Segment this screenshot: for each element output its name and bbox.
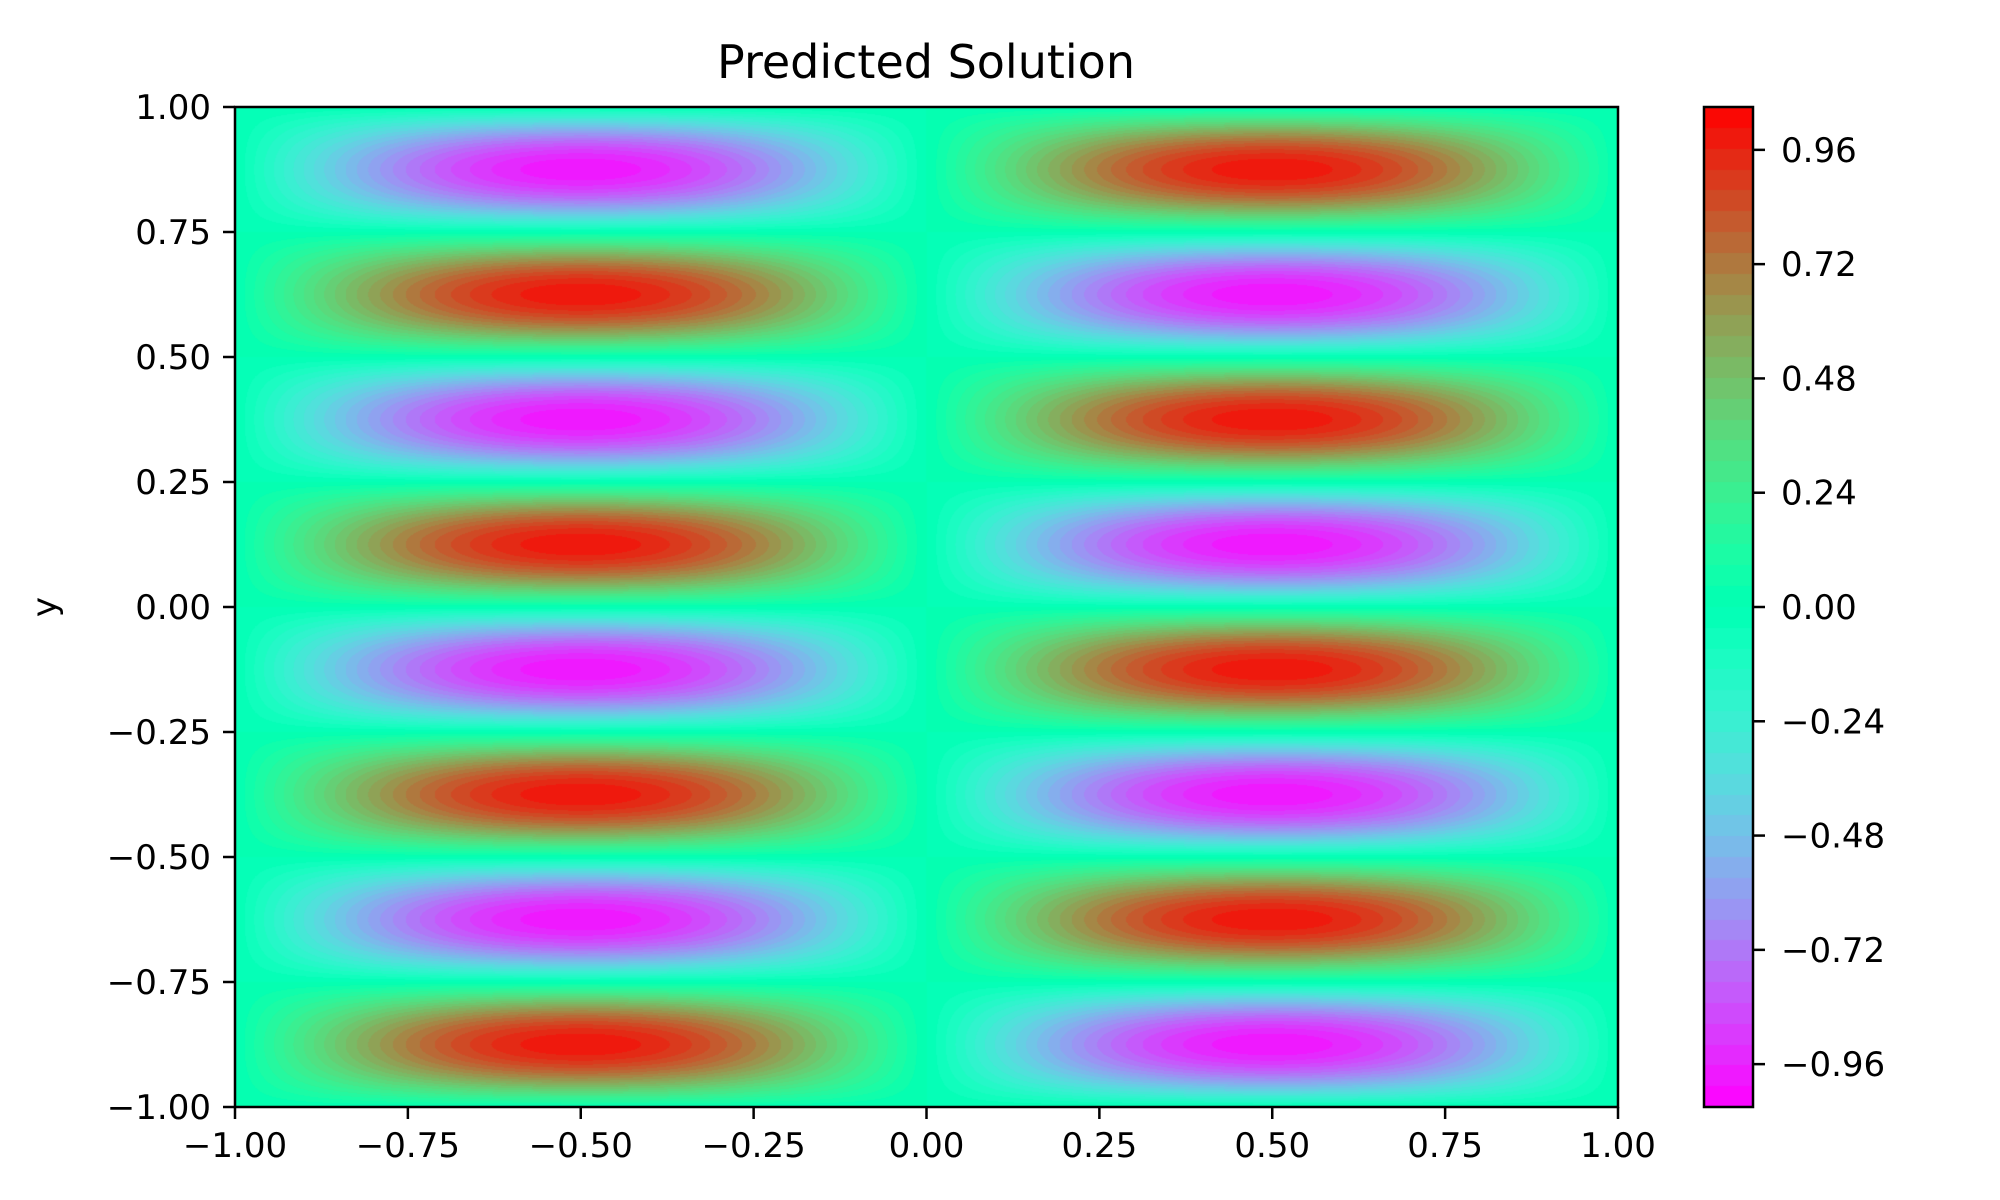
colorbar-tick-label: −0.48 [1781, 817, 1885, 857]
y-tick-label: −0.50 [107, 838, 211, 878]
x-tick-label: 0.00 [889, 1126, 965, 1166]
colorbar-tick-label: −0.24 [1781, 702, 1885, 742]
x-tick-label: 1.00 [1580, 1126, 1656, 1166]
x-tick-label: −0.75 [356, 1126, 460, 1166]
colorbar-axis: 0.96 0.72 0.48 0.24 0.00 −0.24 −0.48 −0.72 −0.96 [1753, 131, 1885, 1085]
y-tick-label: 0.25 [135, 463, 211, 503]
x-axis: −1.00 −0.75 −0.50 −0.25 0.00 0.25 0.50 0.75 1.00 [183, 1107, 1656, 1166]
y-tick-label: 0.00 [135, 588, 211, 628]
colorbar-frame [1702, 105, 1755, 1109]
y-tick-label: 0.75 [135, 213, 211, 253]
colorbar-tick-label: 0.48 [1781, 359, 1857, 399]
y-tick-label: −1.00 [107, 1088, 211, 1128]
plot-frame [233, 105, 1620, 1109]
chart-title: Predicted Solution [717, 35, 1135, 89]
colorbar-tick-label: 0.72 [1781, 245, 1857, 285]
colorbar-tick-label: −0.96 [1781, 1045, 1885, 1085]
x-tick-label: 0.50 [1234, 1126, 1310, 1166]
x-tick-label: −1.00 [183, 1126, 287, 1166]
y-tick-label: −0.25 [107, 713, 211, 753]
heatmap-field [235, 107, 1618, 1107]
colorbar-tick-label: 0.96 [1781, 131, 1857, 171]
y-tick-label: −0.75 [107, 963, 211, 1003]
colorbar-tick-label: −0.72 [1781, 931, 1885, 971]
x-tick-label: 0.75 [1407, 1126, 1483, 1166]
x-tick-label: −0.50 [529, 1126, 633, 1166]
x-tick-label: 0.25 [1062, 1126, 1138, 1166]
colorbar-tick-label: 0.24 [1781, 474, 1857, 514]
x-tick-label: −0.25 [702, 1126, 806, 1166]
x-axis-label: x [916, 1191, 936, 1200]
y-tick-label: 0.50 [135, 338, 211, 378]
colorbar-gradient [1704, 107, 1753, 1107]
y-axis-label: y [25, 597, 65, 617]
y-tick-label: 1.00 [135, 88, 211, 128]
colorbar-tick-label: 0.00 [1781, 588, 1857, 628]
y-axis: −1.00 −0.75 −0.50 −0.25 0.00 0.25 0.50 0.75 1.00 [107, 88, 235, 1128]
